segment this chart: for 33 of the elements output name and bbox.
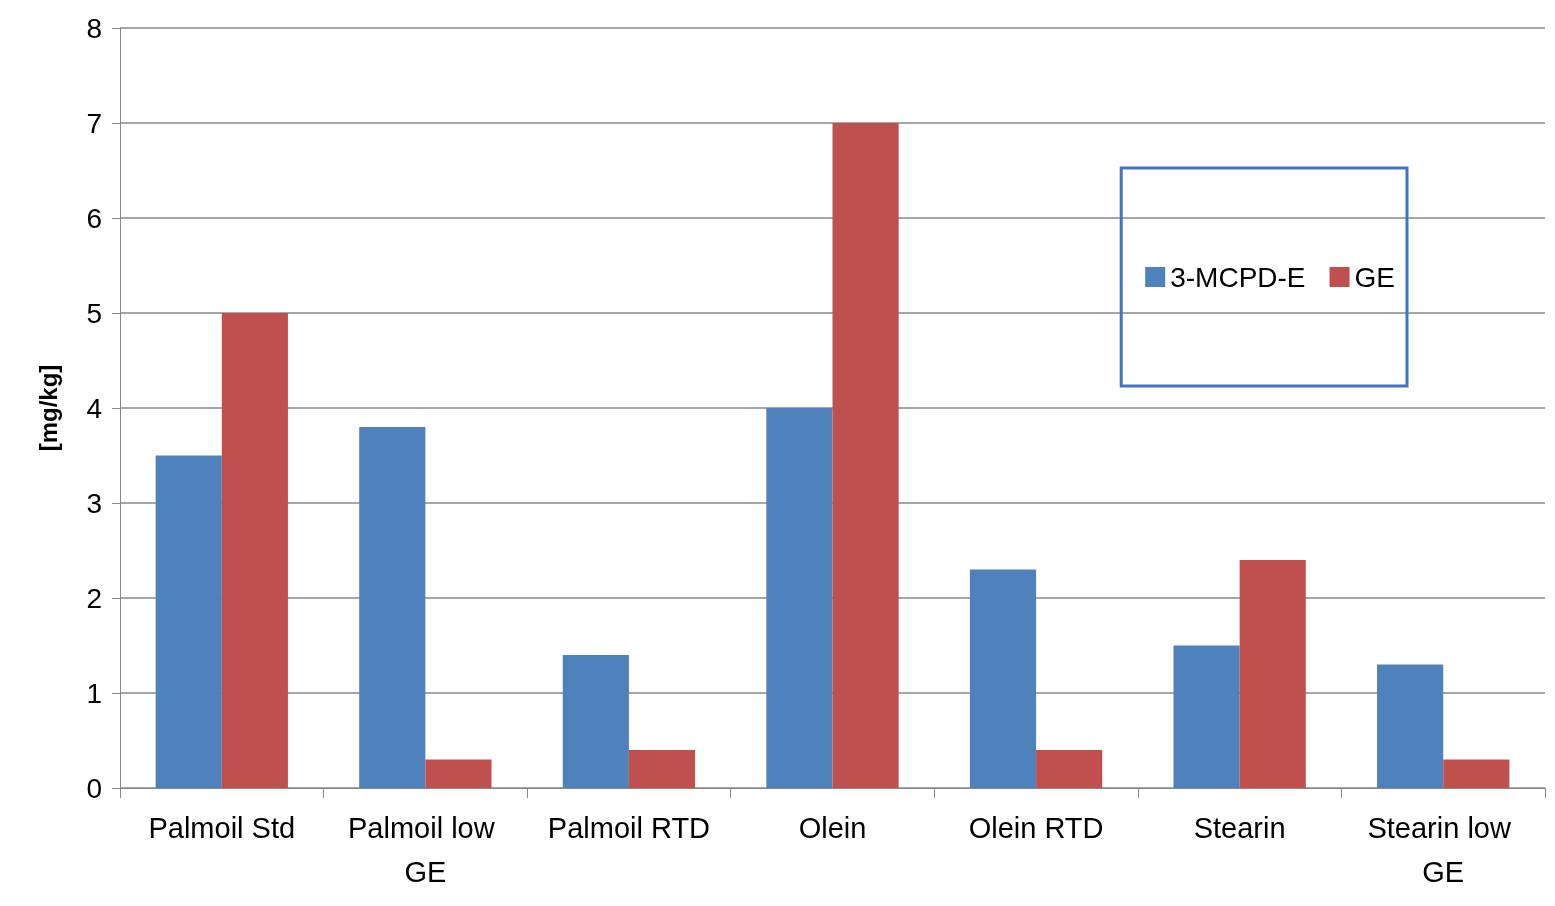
y-tick-label: 8 xyxy=(86,12,102,44)
bar xyxy=(628,750,696,788)
bar xyxy=(832,123,899,788)
bar xyxy=(359,427,426,788)
y-tick-label: 0 xyxy=(86,772,102,804)
y-tick-label: 1 xyxy=(86,677,102,709)
bar xyxy=(425,759,492,788)
bar xyxy=(1173,645,1240,788)
bar xyxy=(1036,750,1103,788)
bar xyxy=(766,408,833,788)
legend-label: 3-MCPD-E xyxy=(1170,261,1306,293)
x-tick-label: Stearin low GE xyxy=(1367,812,1519,888)
y-tick-label: 7 xyxy=(86,107,102,139)
x-tick-label: Olein xyxy=(798,812,867,844)
y-tick-label: 2 xyxy=(86,582,102,614)
x-tick-label: Stearin xyxy=(1193,812,1286,844)
bar xyxy=(562,655,629,788)
bar xyxy=(1239,560,1306,788)
y-axis-title: [mg/kg] xyxy=(34,364,62,452)
x-tick-label: Palmoil low GE xyxy=(348,812,503,888)
bar xyxy=(1377,664,1444,788)
x-tick-label: Palmoil RTD xyxy=(547,812,711,844)
legend-label: GE xyxy=(1354,261,1396,293)
bar xyxy=(969,569,1037,788)
y-tick-label: 5 xyxy=(86,297,102,329)
x-tick-label: Palmoil Std xyxy=(148,812,296,844)
bar xyxy=(1443,759,1510,788)
x-tick-label: Olein RTD xyxy=(968,812,1104,844)
bar xyxy=(155,455,222,788)
bar xyxy=(221,313,288,788)
y-tick-label: 3 xyxy=(86,487,102,519)
y-tick-label: 4 xyxy=(86,392,102,424)
y-tick-label: 6 xyxy=(86,202,102,234)
